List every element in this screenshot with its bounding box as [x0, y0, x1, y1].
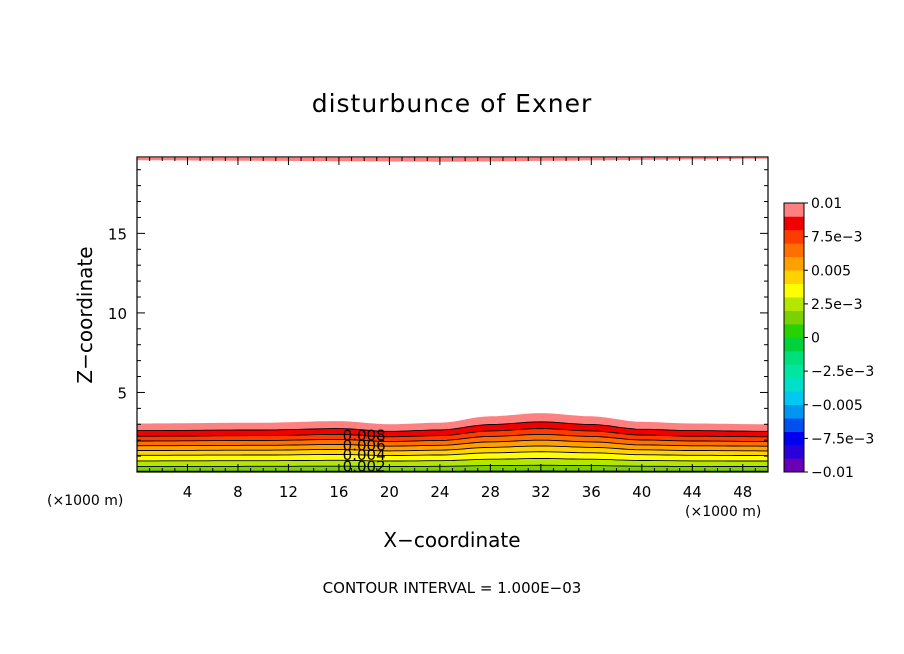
colorbar-swatch [784, 324, 804, 338]
colorbar-tick-label: −0.01 [811, 465, 854, 481]
colorbar-swatch [784, 418, 804, 432]
x-tick-label: 44 [683, 483, 702, 501]
colorbar-swatch [784, 243, 804, 258]
contour-line-0.002 [137, 464, 768, 467]
colorbar-tick-label: 0.01 [811, 196, 842, 212]
x-scale-note-left: (×1000 m) [47, 493, 123, 509]
x-tick-label: 20 [380, 483, 399, 501]
x-tick-label: 28 [481, 483, 500, 501]
y-tick-label: 5 [117, 384, 127, 402]
colorbar-tick-label: 7.5e−3 [811, 230, 863, 246]
y-axis: 5 10 15 [108, 169, 768, 457]
colorbar-swatch [784, 350, 804, 365]
colorbar-tick-label: 0.005 [811, 263, 851, 279]
x-tick-label: 4 [183, 483, 193, 501]
x-axis: 4 8 12 16 20 24 28 32 36 40 44 48 [149, 157, 756, 501]
colorbar [783, 202, 805, 473]
colorbar-swatch [784, 310, 804, 325]
y-tick-label: 10 [108, 305, 127, 323]
contour-label: 0.004 [343, 446, 386, 464]
colorbar-swatch [784, 203, 804, 217]
x-tick-label: 32 [531, 483, 550, 501]
colorbar-swatch [784, 391, 804, 406]
x-tick-label: 40 [632, 483, 651, 501]
colorbar-tick-label: −2.5e−3 [811, 364, 874, 380]
y-tick-label: 15 [108, 225, 127, 243]
contour-line-0.006 [136, 439, 768, 447]
contour-fill-layer [137, 158, 768, 472]
colorbar-tick-label: −0.005 [811, 398, 863, 414]
contour-line-0.007 [137, 433, 768, 442]
colorbar-swatch [784, 256, 804, 271]
contour-interval-footer: CONTOUR INTERVAL = 1.000E−03 [323, 579, 582, 597]
colorbar-swatch [784, 297, 804, 311]
x-tick-label: 48 [733, 483, 752, 501]
colorbar-tick-label: 2.5e−3 [811, 297, 863, 313]
colorbar-tick-label: −7.5e−3 [811, 431, 874, 447]
colorbar-swatch [784, 458, 804, 473]
colorbar-swatch [784, 216, 804, 231]
contour-line-0.009 [137, 421, 768, 432]
contour-line-0.004 [137, 451, 768, 457]
colorbar-swatch [784, 377, 804, 392]
x-scale-note-right: (×1000 m) [685, 504, 761, 520]
contour-label: 0.002 [343, 457, 386, 475]
colorbar-swatch [784, 283, 804, 298]
x-tick-label: 12 [279, 483, 298, 501]
colorbar-tick-label: 0 [811, 331, 820, 347]
contour-label: 0.008 [343, 427, 386, 445]
colorbar-swatch [784, 270, 804, 284]
contour-line-0.005 [137, 445, 768, 452]
colorbar-swatch [784, 364, 804, 379]
chart-title: disturbunce of Exner [312, 89, 593, 118]
colorbar-swatch [784, 404, 804, 419]
x-tick-label: 36 [582, 483, 601, 501]
x-axis-label: X−coordinate [383, 528, 520, 552]
y-axis-label: Z−coordinate [73, 246, 97, 383]
colorbar-labels: 0.01 7.5e−3 0.005 2.5e−3 0 −2.5e−3 −0.005 −7.5e… [804, 196, 874, 481]
contour-line-0.003 [137, 458, 768, 462]
colorbar-swatch [784, 445, 804, 459]
x-tick-label: 8 [233, 483, 243, 501]
x-tick-label: 16 [329, 483, 348, 501]
colorbar-swatch [784, 229, 804, 244]
contour-line-0.008 [137, 428, 768, 438]
x-tick-label: 24 [430, 483, 449, 501]
contour-label: 0.006 [343, 436, 386, 454]
colorbar-swatch [784, 431, 804, 446]
colorbar-swatch [784, 337, 804, 352]
